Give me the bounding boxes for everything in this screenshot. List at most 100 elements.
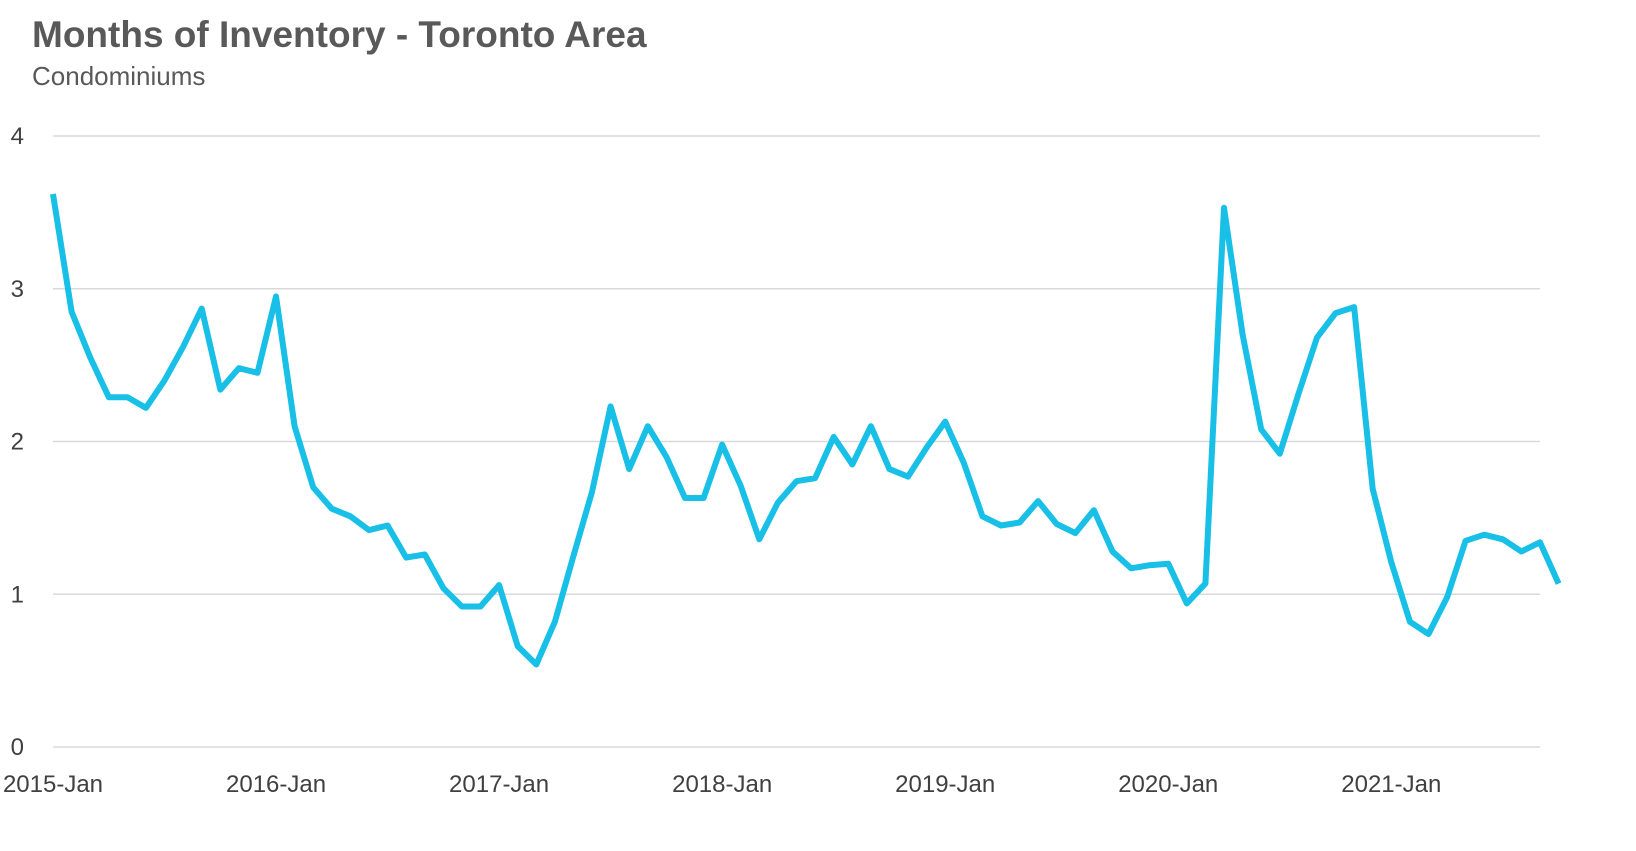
data-point <box>942 419 948 425</box>
data-point <box>1147 562 1153 568</box>
data-point <box>459 603 465 609</box>
data-point <box>478 603 484 609</box>
data-point <box>50 191 56 197</box>
x-tick-label: 2016-Jan <box>226 771 326 798</box>
data-point <box>1425 631 1431 637</box>
data-point <box>143 405 149 411</box>
chart-subtitle: Condominiums <box>32 61 206 91</box>
data-point <box>440 585 446 591</box>
chart-title: Months of Inventory - Toronto Area <box>32 14 647 55</box>
data-point <box>533 662 539 668</box>
y-tick-label: 2 <box>11 429 24 456</box>
data-point <box>273 293 279 299</box>
data-point <box>924 445 930 451</box>
y-tick-label: 3 <box>11 276 24 303</box>
data-point <box>1295 391 1301 397</box>
data-point <box>1370 486 1376 492</box>
data-point <box>1072 530 1078 536</box>
data-point <box>1444 594 1450 600</box>
data-point <box>831 434 837 440</box>
data-point <box>1314 335 1320 341</box>
data-point <box>1054 521 1060 527</box>
data-point <box>738 483 744 489</box>
data-point <box>236 365 242 371</box>
data-point <box>961 460 967 466</box>
data-point <box>1128 565 1134 571</box>
data-point <box>310 484 316 490</box>
series-group <box>50 191 1562 668</box>
series-line-0 <box>50 193 1562 668</box>
data-point <box>756 536 762 542</box>
data-point <box>663 454 669 460</box>
data-point <box>626 466 632 472</box>
data-point <box>217 387 223 393</box>
data-point <box>1258 426 1264 432</box>
data-point <box>1537 539 1543 545</box>
data-point <box>292 423 298 429</box>
data-point <box>366 527 372 533</box>
data-point <box>775 500 781 506</box>
data-point <box>645 423 651 429</box>
data-point <box>1277 451 1283 457</box>
y-tick-label: 1 <box>11 581 24 608</box>
x-tick-label: 2021-Jan <box>1341 771 1441 798</box>
data-point <box>1463 538 1469 544</box>
data-point <box>979 513 985 519</box>
data-point <box>1481 532 1487 538</box>
data-point <box>1035 498 1041 504</box>
data-point <box>812 475 818 481</box>
y-axis-tick-labels: 0 1 2 3 4 <box>11 123 24 761</box>
y-tick-label: 0 <box>11 734 24 761</box>
x-tick-label: 2020-Jan <box>1118 771 1218 798</box>
data-point <box>199 306 205 312</box>
data-point <box>329 506 335 512</box>
data-point <box>1202 581 1208 587</box>
data-point <box>69 309 75 315</box>
data-point <box>1184 600 1190 606</box>
data-point <box>403 555 409 561</box>
data-point <box>1351 304 1357 310</box>
data-point <box>1240 332 1246 338</box>
x-tick-label: 2018-Jan <box>672 771 772 798</box>
data-point <box>905 474 911 480</box>
data-point <box>1407 619 1413 625</box>
data-point <box>1500 536 1506 542</box>
data-point <box>868 423 874 429</box>
data-point <box>422 552 428 558</box>
x-tick-label: 2015-Jan <box>3 771 103 798</box>
data-point <box>162 377 168 383</box>
data-point <box>496 582 502 588</box>
gridlines <box>53 135 1540 748</box>
data-point <box>1091 507 1097 513</box>
data-point <box>385 523 391 529</box>
x-tick-label: 2017-Jan <box>449 771 549 798</box>
data-point <box>180 344 186 350</box>
y-tick-label: 4 <box>11 123 24 150</box>
data-point <box>552 619 558 625</box>
data-point <box>701 495 707 501</box>
data-point <box>589 489 595 495</box>
data-point <box>87 354 93 360</box>
data-point <box>1165 561 1171 567</box>
data-point <box>794 478 800 484</box>
data-point <box>998 523 1004 529</box>
data-point <box>719 442 725 448</box>
data-point <box>570 553 576 559</box>
data-point <box>1109 548 1115 554</box>
data-point <box>124 394 130 400</box>
data-point <box>682 495 688 501</box>
data-point <box>106 394 112 400</box>
data-point <box>1017 519 1023 525</box>
x-tick-label: 2019-Jan <box>895 771 995 798</box>
data-point <box>515 643 521 649</box>
x-axis-tick-labels: 2015-Jan 2016-Jan 2017-Jan 2018-Jan 2019-Jan… <box>3 771 1441 798</box>
data-point <box>1518 548 1524 554</box>
data-point <box>347 513 353 519</box>
data-point <box>1556 581 1562 587</box>
data-point <box>1221 205 1227 211</box>
data-point <box>254 370 260 376</box>
data-point <box>1333 310 1339 316</box>
data-point <box>886 466 892 472</box>
data-point <box>1388 559 1394 565</box>
